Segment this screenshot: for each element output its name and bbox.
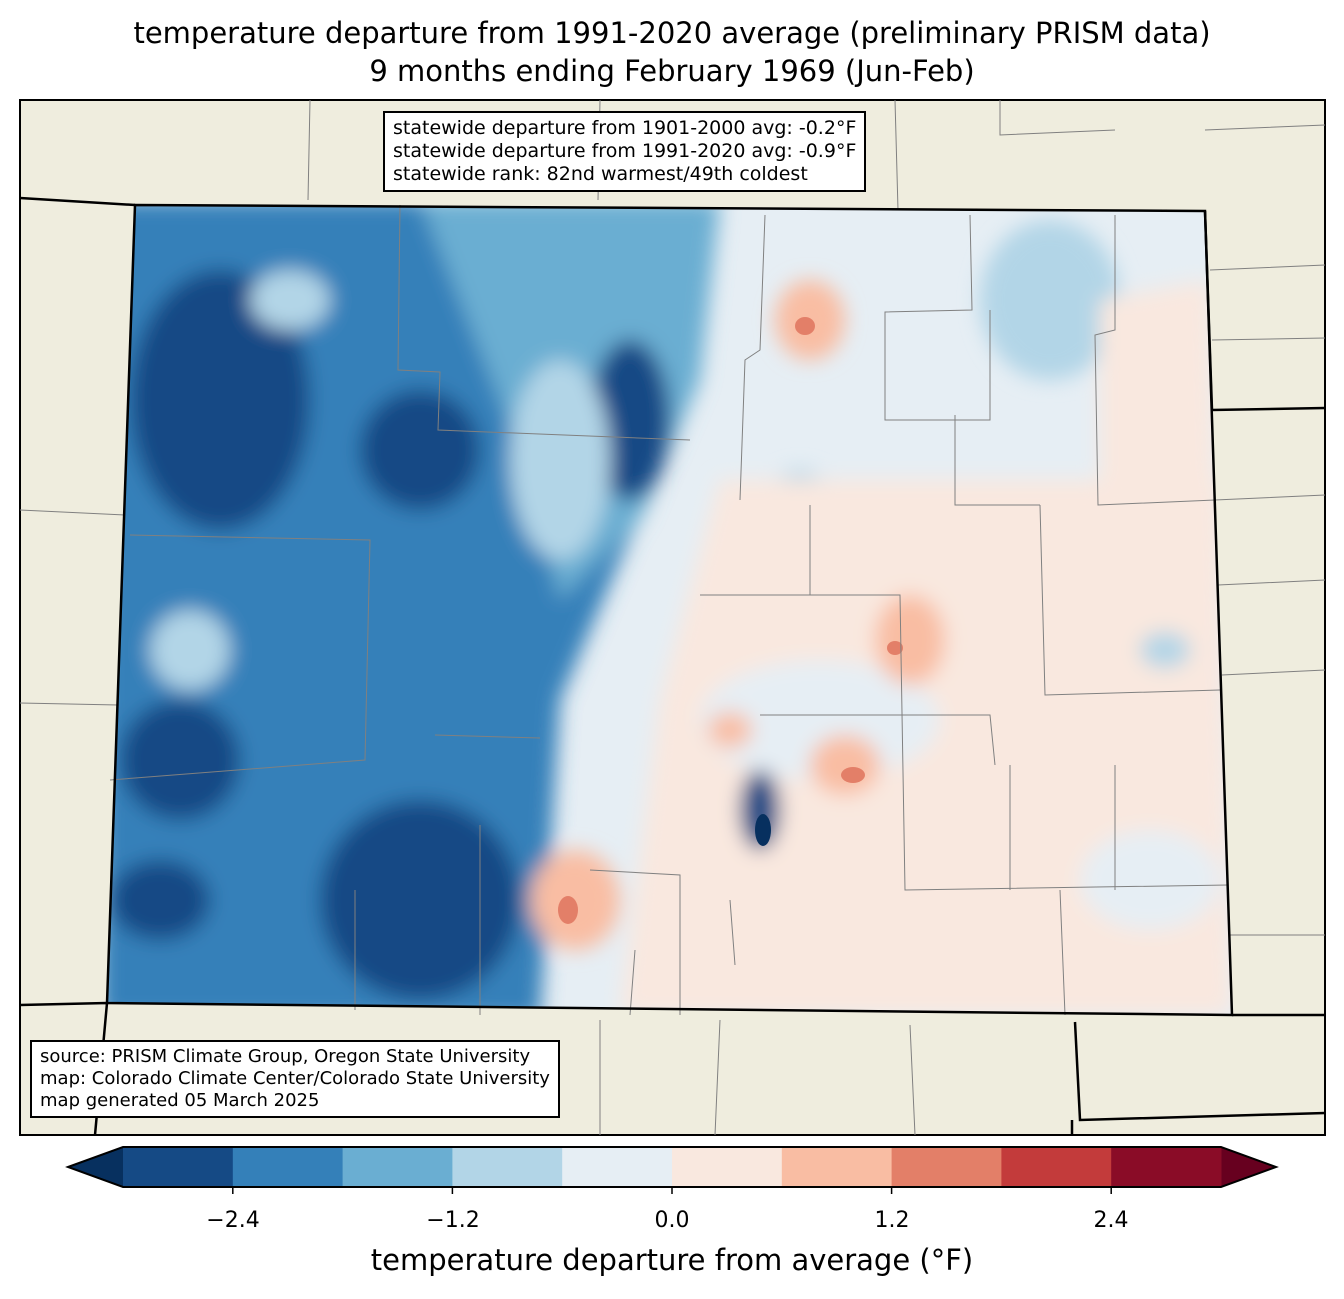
colorbar-tick-label: 1.2 (874, 1208, 910, 1233)
colorbar-bin (672, 1147, 783, 1187)
colorbar-bin (781, 1147, 893, 1187)
colorbar-bin (891, 1147, 1002, 1187)
colorbar-outline (65, 1146, 1279, 1188)
colorbar-bin (562, 1147, 673, 1187)
colorbar-under-arrow (68, 1147, 123, 1187)
colorbar-bin (452, 1147, 563, 1187)
colorbar-tick-label: 0.0 (654, 1208, 690, 1233)
colorbar-bin (1111, 1147, 1222, 1187)
colorbar (65, 1146, 1279, 1194)
colorbar-bin (123, 1147, 234, 1187)
generated-date-line: map generated 05 March 2025 (40, 1090, 320, 1111)
stats-rank: statewide rank: 82nd warmest/49th coldes… (393, 163, 808, 185)
colorbar-tick-label: 2.4 (1093, 1208, 1129, 1233)
county-lines (109, 204, 1229, 1016)
statewide-stats-box: statewide departure from 1901-2000 avg: … (383, 111, 867, 192)
map-subtitle: 9 months ending February 1969 (Jun-Feb) (369, 54, 975, 88)
colorbar-bin (1001, 1147, 1112, 1187)
stats-departure-1901-2000: statewide departure from 1901-2000 avg: … (393, 117, 857, 139)
colorbar-label: temperature departure from average (°F) (370, 1243, 974, 1277)
colorbar-bin (342, 1147, 453, 1187)
map-credit-line: map: Colorado Climate Center/Colorado St… (40, 1068, 550, 1089)
map-title: temperature departure from 1991-2020 ave… (133, 16, 1211, 50)
source-box: source: PRISM Climate Group, Oregon Stat… (30, 1040, 560, 1118)
stats-departure-1991-2020: statewide departure from 1991-2020 avg: … (393, 140, 857, 162)
colorbar-over-arrow (1221, 1147, 1276, 1187)
colorbar-bin (232, 1147, 344, 1187)
source-line: source: PRISM Climate Group, Oregon Stat… (40, 1046, 531, 1067)
colorbar-tick-label: −2.4 (206, 1208, 260, 1233)
temperature-field (107, 205, 1232, 1015)
colorbar-tick-label: −1.2 (426, 1208, 480, 1233)
